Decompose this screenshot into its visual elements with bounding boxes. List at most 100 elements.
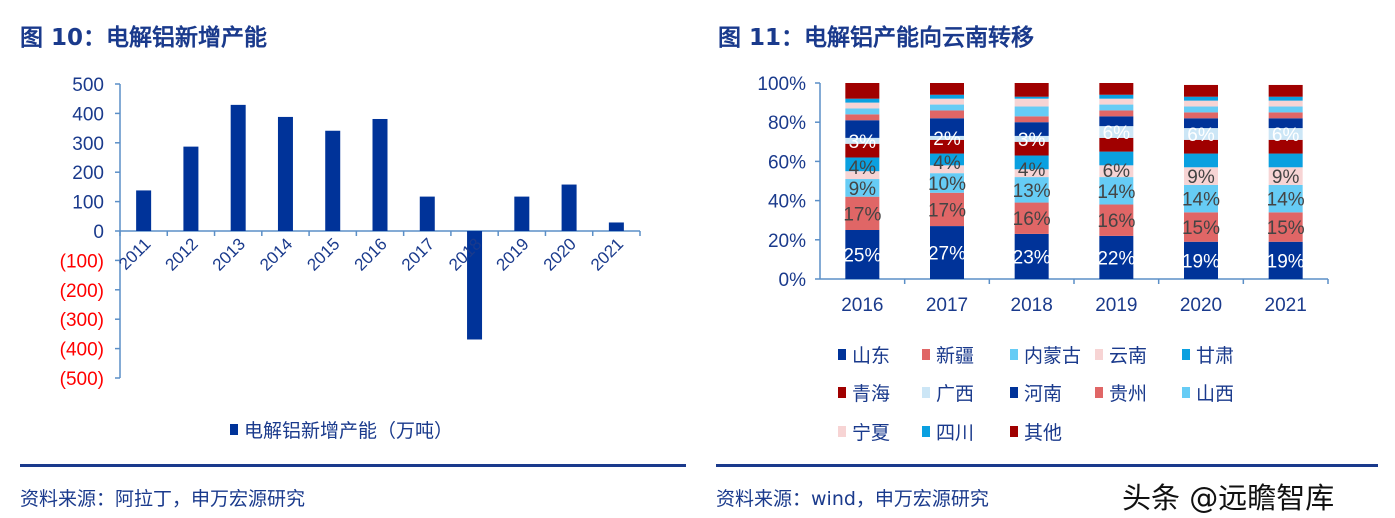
bar-segment-贵州-2018 [1014, 116, 1049, 123]
bar-segment-新疆-2018 [1014, 202, 1049, 234]
legend-label: 新疆 [936, 345, 974, 367]
bar-segment-云南-2020 [1184, 167, 1218, 185]
bar-segment-广西-2021 [1268, 128, 1303, 140]
y-tick-label: 100 [72, 193, 104, 214]
x-tick-label: 2017 [926, 295, 968, 316]
legend-label: 广西 [936, 383, 974, 405]
bar-segment-山西-2016 [845, 108, 880, 115]
bar-segment-山东-2020 [1184, 241, 1218, 279]
x-tick-label: 2013 [209, 234, 249, 274]
legend-label: 山东 [852, 345, 890, 367]
data-label: 16% [1097, 211, 1135, 232]
y-tick-label: 20% [768, 231, 806, 252]
legend-swatch-云南 [1095, 349, 1103, 360]
legend-swatch-广西 [922, 387, 930, 398]
data-label: 15% [1182, 218, 1220, 239]
bar-segment-其他-2020 [1184, 84, 1218, 97]
y-tick-label: (300) [60, 310, 104, 331]
bar-segment-内蒙古-2017 [930, 173, 964, 193]
legend-swatch-内蒙古 [1010, 349, 1018, 360]
bar-segment-云南-2016 [845, 171, 880, 180]
legend-label: 内蒙古 [1024, 345, 1081, 367]
y-tick-label: (500) [60, 369, 104, 390]
bar-segment-甘肃-2020 [1184, 153, 1218, 168]
bar-segment-贵州-2019 [1099, 110, 1134, 117]
data-label: 25% [843, 246, 881, 267]
data-label: 17% [928, 200, 966, 221]
legend-swatch [230, 424, 238, 435]
bar-segment-贵州-2021 [1268, 112, 1303, 119]
bar-2013 [230, 104, 246, 231]
data-label: 9% [849, 179, 877, 200]
x-tick-label: 2012 [162, 234, 202, 274]
data-label: 19% [1267, 251, 1305, 272]
bar-segment-山西-2021 [1268, 106, 1303, 113]
y-tick-label: (400) [60, 340, 104, 361]
bar-2011 [136, 190, 152, 231]
bar-2017 [419, 196, 435, 231]
bar-segment-内蒙古-2021 [1268, 184, 1303, 213]
bar-segment-山东-2018 [1014, 233, 1049, 279]
bar-2016 [372, 118, 388, 231]
data-label: 4% [849, 158, 877, 179]
legend-label: 宁夏 [852, 422, 890, 444]
x-tick-label: 2011 [115, 234, 154, 273]
right-source: 资料来源：wind，申万宏源研究 [716, 488, 989, 510]
data-label: 14% [1267, 190, 1305, 211]
legend-swatch-山西 [1182, 387, 1190, 398]
bar-segment-宁夏-2018 [1014, 98, 1049, 107]
bar-segment-云南-2018 [1014, 169, 1049, 178]
bar-segment-新疆-2016 [845, 196, 880, 230]
bar-segment-广西-2020 [1184, 128, 1218, 140]
legend-label: 四川 [936, 423, 974, 444]
x-tick-label: 2017 [398, 234, 438, 274]
bar-segment-宁夏-2017 [930, 98, 964, 105]
bar-2015 [325, 130, 341, 231]
bar-segment-其他-2021 [1268, 84, 1303, 97]
x-tick-label: 2015 [303, 234, 343, 274]
bar-segment-河南-2018 [1014, 122, 1049, 136]
bar-2018 [467, 231, 483, 340]
y-tick-label: 300 [72, 134, 104, 155]
bar-segment-河南-2021 [1268, 118, 1303, 129]
legend-swatch-宁夏 [838, 426, 846, 437]
bar-segment-山西-2020 [1184, 106, 1218, 113]
bar-segment-宁夏-2016 [845, 102, 880, 109]
data-label: 19% [1182, 251, 1220, 272]
data-label: 14% [1097, 182, 1135, 203]
legend-swatch-甘肃 [1182, 349, 1190, 360]
bar-segment-广西-2017 [930, 135, 964, 140]
data-label: 9% [1187, 167, 1215, 188]
left-divider [20, 464, 686, 467]
data-label: 27% [928, 244, 966, 265]
data-label: 17% [843, 204, 881, 225]
y-tick-label: (200) [60, 281, 104, 302]
bar-segment-山东-2019 [1099, 235, 1134, 279]
legend-swatch-河南 [1010, 387, 1018, 398]
right-chart-title: 图 11：电解铝产能向云南转移 [718, 25, 1035, 51]
bar-segment-四川-2017 [930, 94, 964, 99]
y-tick-label: 60% [768, 152, 806, 173]
data-label: 6% [1272, 125, 1300, 146]
bar-2012 [183, 146, 199, 231]
legend-swatch-山东 [838, 349, 846, 360]
bar-2021 [608, 222, 624, 231]
bar-segment-山西-2018 [1014, 106, 1049, 117]
bar-segment-四川-2021 [1268, 96, 1303, 101]
bar-segment-青海-2021 [1268, 139, 1303, 154]
legend-swatch-新疆 [922, 349, 930, 360]
left-source: 资料来源：阿拉丁，申万宏源研究 [20, 488, 306, 510]
bar-2020 [561, 184, 577, 231]
x-tick-label: 2016 [351, 234, 391, 274]
bar-segment-宁夏-2021 [1268, 100, 1303, 107]
legend-label: 甘肃 [1196, 345, 1234, 367]
bar-segment-新疆-2020 [1184, 212, 1218, 242]
x-tick-label: 2021 [1265, 295, 1307, 316]
bar-segment-贵州-2017 [930, 110, 964, 119]
bar-segment-广西-2016 [845, 137, 880, 144]
bar-segment-四川-2019 [1099, 94, 1134, 99]
bar-2014 [277, 116, 293, 231]
y-tick-label: 80% [768, 113, 806, 134]
x-tick-label: 2016 [841, 295, 883, 316]
legend-label: 云南 [1109, 345, 1147, 367]
